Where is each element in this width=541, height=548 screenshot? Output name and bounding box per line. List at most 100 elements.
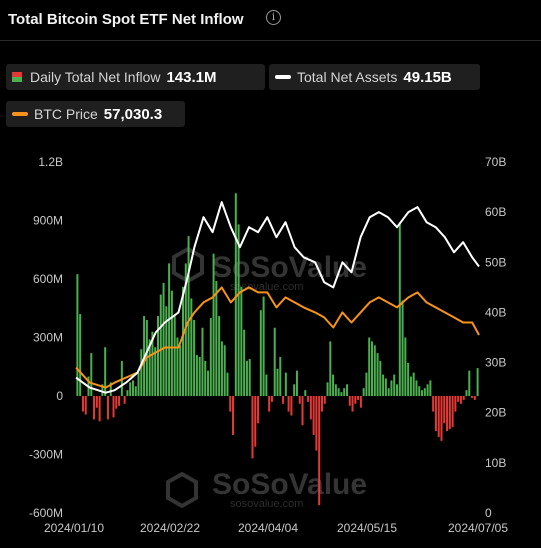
- legend-value-inflow: 143.1M: [166, 68, 217, 86]
- inflow-bar: [398, 222, 401, 396]
- inflow-bar: [223, 345, 226, 396]
- inflow-bar: [407, 362, 410, 396]
- inflow-bar: [279, 357, 282, 396]
- inflow-bar: [165, 306, 168, 396]
- inflow-bar: [154, 347, 157, 396]
- btc-price-line: [75, 286, 480, 389]
- inflow-bar: [304, 390, 307, 396]
- legend-chip-assets[interactable]: Total Net Assets 49.15B: [269, 64, 480, 90]
- line-swatch-white-icon: [275, 75, 291, 79]
- inflow-bar: [129, 382, 132, 396]
- y-right-tick-label: 10B: [485, 456, 506, 470]
- inflow-bar: [362, 388, 365, 396]
- inflow-bar: [270, 396, 273, 402]
- inflow-bar: [109, 382, 112, 396]
- inflow-bar: [373, 345, 376, 396]
- chart-title: Total Bitcoin Spot ETF Net Inflow: [8, 11, 244, 28]
- inflow-bar: [332, 374, 335, 396]
- inflow-bar: [76, 274, 79, 397]
- inflow-bar: [126, 390, 129, 396]
- inflow-bar: [404, 337, 407, 396]
- inflow-bar: [226, 372, 229, 396]
- inflow-bar: [190, 298, 193, 396]
- inflow-bar: [248, 358, 251, 396]
- inflow-bar: [276, 368, 279, 396]
- inflow-bar: [468, 370, 471, 396]
- inflow-bar: [465, 390, 468, 396]
- inflow-bar: [90, 353, 93, 396]
- inflow-bar: [179, 345, 182, 396]
- inflow-bar: [243, 329, 246, 396]
- inflow-bar: [429, 380, 432, 396]
- inflow-bar: [318, 396, 321, 506]
- inflow-bar: [471, 396, 474, 398]
- inflow-bar: [312, 396, 315, 435]
- inflow-bar: [262, 296, 265, 396]
- inflow-bar: [101, 384, 104, 396]
- inflow-bar: [446, 396, 449, 432]
- inflow-bar: [98, 396, 101, 422]
- inflow-bar: [134, 386, 137, 396]
- series-lines: [75, 201, 480, 394]
- inflow-bar: [376, 353, 379, 396]
- inflow-bar: [131, 380, 134, 396]
- inflow-bar: [409, 376, 412, 396]
- y-right-tick-label: 0: [485, 506, 492, 520]
- chart-header: Total Bitcoin Spot ETF Net Inflow i: [0, 0, 541, 41]
- watermark-upper: SoSoValue sosovalue.com: [172, 246, 367, 293]
- watermark-brand-2: SoSoValue: [212, 468, 367, 501]
- inflow-bar: [387, 388, 390, 396]
- line-swatch-orange-icon: [12, 112, 28, 116]
- inflow-bar: [182, 286, 184, 396]
- inflow-bar: [287, 396, 290, 412]
- inflow-bar: [365, 372, 368, 396]
- inflow-bar: [273, 327, 276, 396]
- inflow-bar: [81, 396, 84, 412]
- inflow-bar: [340, 392, 343, 396]
- total-net-assets-line: [75, 201, 480, 394]
- inflow-bar: [457, 396, 460, 402]
- x-axis: 2024/01/10 2024/02/22 2024/04/04 2024/05/15…: [44, 521, 508, 535]
- y-right-tick-label: 60B: [485, 205, 506, 219]
- info-circle-icon[interactable]: i: [266, 10, 281, 25]
- inflow-bar: [265, 374, 268, 396]
- inflow-bar: [329, 341, 332, 396]
- inflow-bar: [212, 253, 215, 396]
- inflow-bar: [254, 396, 257, 447]
- legend-value-btc: 57,030.3: [103, 105, 163, 123]
- inflow-bar: [351, 396, 354, 412]
- inflow-bar: [207, 370, 210, 396]
- inflow-bar: [201, 327, 204, 396]
- legend-label-assets: Total Net Assets: [297, 69, 398, 85]
- inflow-bar: [195, 355, 198, 396]
- inflow-bar: [215, 280, 218, 396]
- inflow-bar: [115, 396, 118, 409]
- inflow-bar: [220, 341, 223, 396]
- y-right-tick-label: 40B: [485, 305, 506, 319]
- legend-value-assets: 49.15B: [403, 68, 452, 86]
- inflow-bar: [229, 396, 232, 412]
- inflow-bar: [337, 388, 340, 396]
- inflow-bar: [415, 380, 418, 396]
- inflow-bar: [359, 396, 362, 408]
- y-left-tick-label: 900M: [33, 214, 63, 228]
- inflow-bar: [204, 360, 207, 396]
- legend-chip-btc[interactable]: BTC Price 57,030.3: [6, 101, 185, 127]
- x-tick-label: 2024/01/10: [44, 521, 104, 535]
- inflow-bar: [112, 396, 115, 418]
- inflow-bar: [382, 374, 385, 396]
- inflow-bar: [245, 360, 248, 396]
- inflow-bar: [384, 378, 387, 396]
- inflow-bar: [307, 396, 310, 402]
- inflow-bar: [412, 372, 415, 396]
- inflow-bar: [320, 396, 323, 412]
- inflow-bar: [401, 300, 404, 396]
- inflow-bar: [357, 396, 360, 400]
- y-left-tick-label: 300M: [33, 331, 63, 345]
- inflow-bar: [259, 310, 262, 396]
- inflow-bar: [293, 384, 296, 396]
- y-right-tick-label: 30B: [485, 356, 506, 370]
- legend-chip-inflow[interactable]: Daily Total Net Inflow 143.1M: [6, 64, 265, 90]
- bar-swatch-icon: [12, 72, 22, 82]
- inflow-bar: [315, 396, 318, 451]
